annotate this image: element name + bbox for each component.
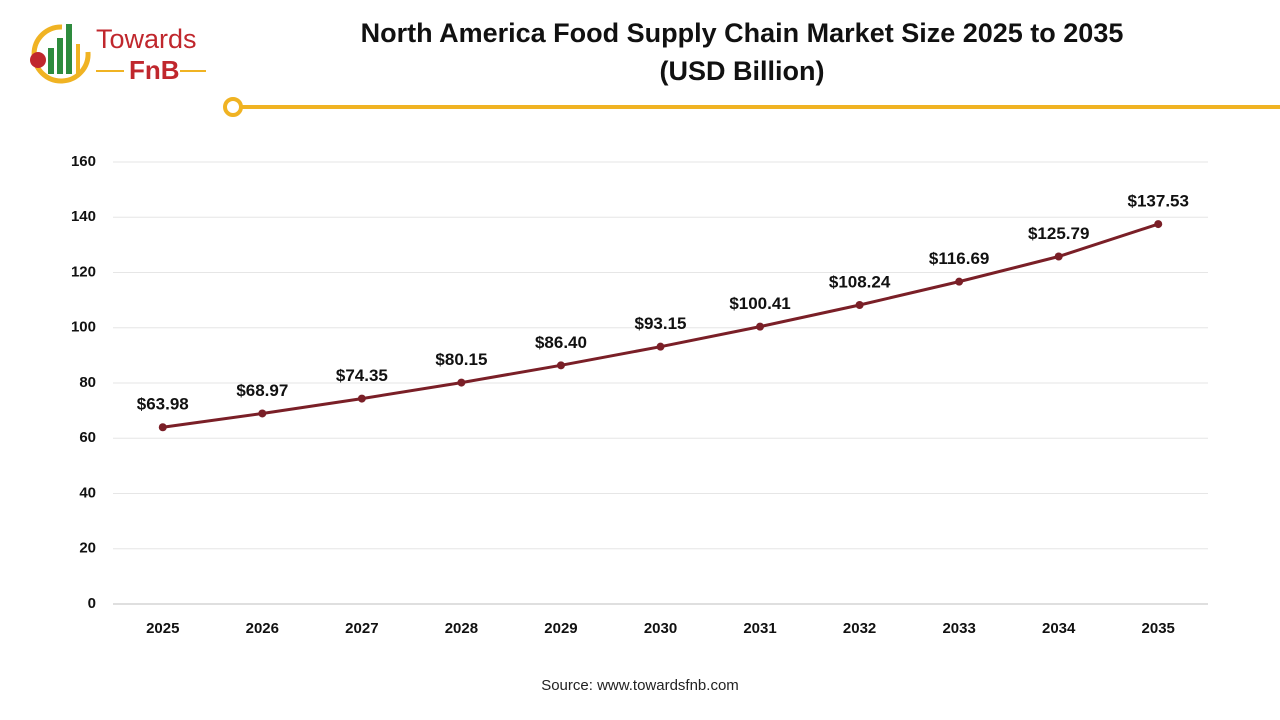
y-tick-label: 140: [71, 208, 96, 225]
logo-bar: [48, 48, 54, 74]
x-tick-label: 2026: [246, 620, 279, 637]
y-tick-label: 40: [79, 484, 96, 501]
logo-bar: [66, 24, 72, 74]
x-tick-label: 2032: [843, 620, 876, 637]
data-label: $125.79: [1028, 224, 1089, 243]
point: [357, 394, 366, 403]
y-tick-label: 60: [79, 429, 96, 446]
point: [756, 322, 765, 331]
x-tick-label: 2033: [942, 620, 975, 637]
data-label: $137.53: [1128, 192, 1189, 211]
logo-dot: [30, 52, 46, 68]
logo-ring: [31, 24, 91, 84]
data-label: $86.40: [535, 333, 587, 352]
point: [855, 300, 864, 309]
point: [556, 361, 565, 370]
chart-title: North America Food Supply Chain Market S…: [361, 18, 1124, 48]
logo-bar: [57, 38, 63, 74]
data-label: $80.15: [435, 350, 487, 369]
y-tick-label: 120: [71, 263, 96, 280]
x-tick-label: 2035: [1142, 620, 1175, 637]
y-tick-label: 20: [79, 540, 96, 557]
point: [258, 409, 267, 418]
x-tick-label: 2030: [644, 620, 677, 637]
y-tick-label: 100: [71, 319, 96, 336]
x-tick-label: 2025: [146, 620, 179, 637]
x-tick-label: 2031: [743, 620, 776, 637]
x-tick-label: 2027: [345, 620, 378, 637]
logo-text: FnB: [129, 55, 180, 85]
data-label: $108.24: [829, 272, 891, 291]
point: [158, 423, 167, 432]
point: [457, 378, 466, 387]
data-label: $68.97: [236, 381, 288, 400]
point: [1054, 252, 1063, 261]
source: Source: www.towardsfnb.com: [541, 677, 739, 694]
logo-fork: [76, 44, 80, 74]
y-tick-label: 80: [79, 374, 96, 391]
logo-text: Towards: [96, 24, 197, 54]
y-tick-label: 160: [71, 153, 96, 170]
data-label: $100.41: [729, 294, 790, 313]
logo: Towards FnB: [30, 24, 206, 85]
data-label: $63.98: [137, 395, 189, 414]
header-rule-end: [223, 97, 243, 117]
x-tick-label: 2034: [1042, 620, 1076, 637]
point: [656, 342, 665, 351]
point: [1154, 220, 1163, 229]
point: [955, 277, 964, 286]
data-label: $74.35: [336, 366, 388, 385]
data-label: $116.69: [929, 249, 990, 268]
data-label: $93.15: [635, 314, 687, 333]
y-tick-label: 0: [88, 595, 96, 612]
x-tick-label: 2028: [445, 620, 478, 637]
chart-subtitle: (USD Billion): [660, 56, 825, 86]
x-tick-label: 2029: [544, 620, 577, 637]
